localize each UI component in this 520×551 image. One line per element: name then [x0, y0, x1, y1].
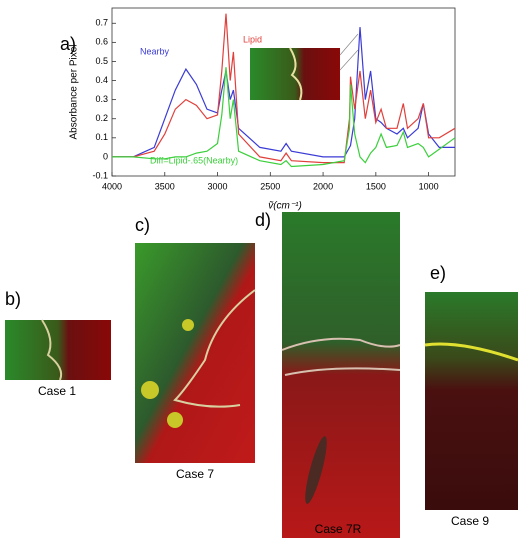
caption: Case 7 — [176, 467, 214, 481]
x-tick-label: 3000 — [208, 181, 228, 191]
y-tick-label: 0 — [103, 151, 108, 161]
micrograph — [5, 320, 111, 380]
panel-d: d) Case 7R — [255, 210, 401, 538]
panel-label: a) — [60, 34, 76, 54]
y-tick-label: 0.6 — [95, 37, 108, 47]
caption: Case 7R — [315, 522, 362, 536]
x-tick-label: 2500 — [260, 181, 280, 191]
panel-c: c) Case 7 — [135, 215, 256, 481]
panel-label: e) — [430, 263, 446, 283]
panel-label: d) — [255, 210, 271, 230]
panel-b: b) Case 1 — [5, 289, 111, 398]
panel-e: e) Case 9 — [424, 263, 519, 528]
caption: Case 9 — [451, 514, 489, 528]
x-tick-label: 3500 — [155, 181, 175, 191]
x-tick-label: 1000 — [419, 181, 439, 191]
series-line — [112, 67, 456, 168]
inset-image — [250, 33, 359, 101]
y-axis-label: Absorbance per Pixel — [69, 44, 80, 139]
y-tick-label: 0.5 — [95, 56, 108, 66]
x-axis-label: ṽ(cm⁻¹) — [268, 201, 302, 212]
micrograph — [425, 292, 518, 510]
legend-label: Diff=Lipid-.65(Nearby) — [150, 155, 238, 165]
caption: Case 1 — [38, 384, 76, 398]
x-tick-label: 4000 — [102, 181, 122, 191]
y-tick-label: 0.3 — [95, 94, 108, 104]
series-line — [112, 13, 456, 164]
spectrum-chart: a) ṽ(cm⁻¹) Absorbance per Pixel -0.1 0 0.1… — [60, 7, 456, 212]
x-tick-label: 2000 — [313, 181, 333, 191]
panel-label: c) — [135, 215, 150, 235]
panel-label: b) — [5, 289, 21, 309]
x-tick-label: 1500 — [366, 181, 386, 191]
y-tick-label: 0.4 — [95, 75, 108, 85]
y-tick-label: 0.2 — [95, 113, 108, 123]
series-line — [112, 27, 455, 158]
y-tick-label: 0.7 — [95, 18, 108, 28]
y-tick-label: -0.1 — [92, 170, 108, 180]
micrograph — [282, 212, 400, 538]
legend-label: Lipid — [243, 34, 262, 44]
micrograph — [135, 243, 255, 463]
y-tick-label: 0.1 — [95, 132, 108, 142]
legend-label: Nearby — [140, 46, 170, 56]
